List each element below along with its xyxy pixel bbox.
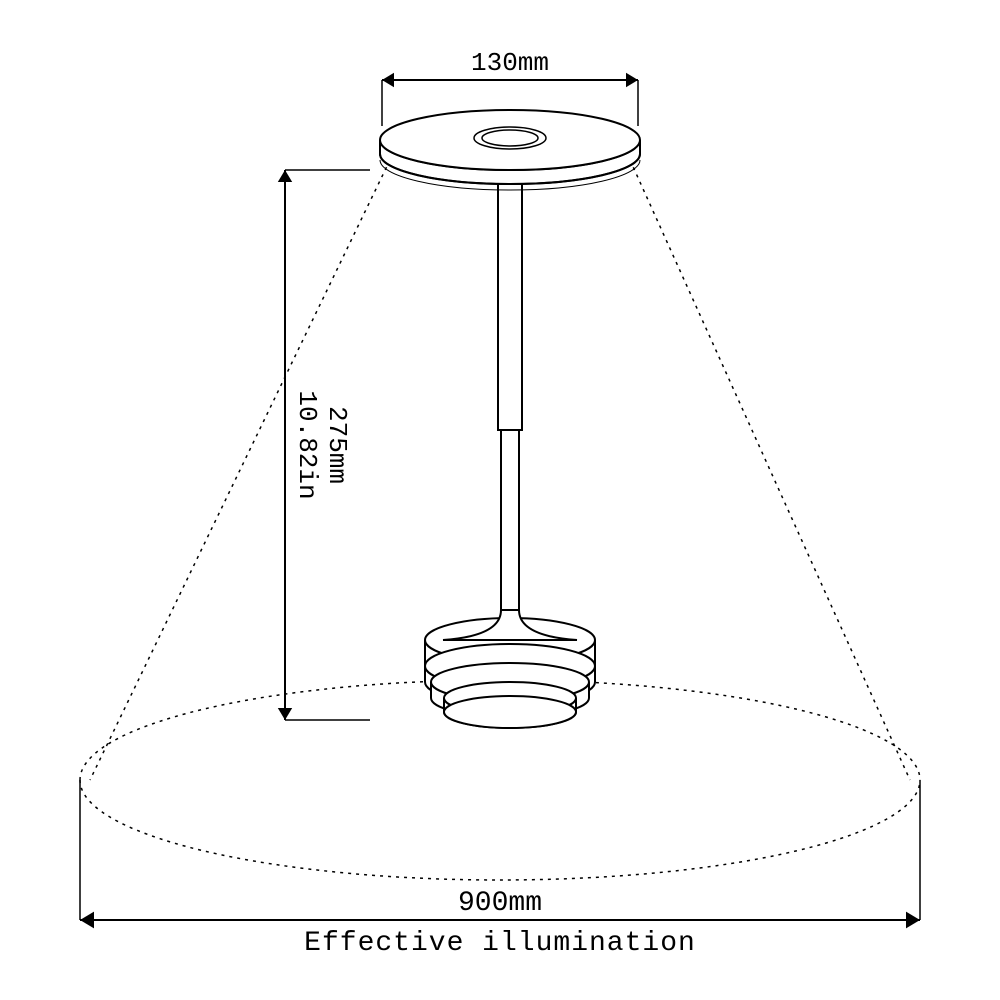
dimension-height: 275mm10.82in — [278, 170, 370, 720]
dimension-illum-sublabel: Effective illumination — [304, 928, 696, 959]
lamp-stem — [443, 172, 577, 640]
dimension-height-label-in: 10.82in — [292, 390, 322, 499]
lamp-dimension-diagram: 130mm 275mm10.82in 900mm Effective illumi… — [0, 0, 1000, 1000]
dimension-height-label-mm: 275mm — [322, 406, 352, 484]
dimension-top-width-label: 130mm — [471, 48, 549, 78]
dimension-illum-width-label: 900mm — [458, 888, 542, 919]
lamp-top-disc — [380, 110, 640, 190]
illumination-ellipse-front — [80, 780, 920, 880]
dimension-illumination-width: 900mm Effective illumination — [80, 780, 920, 959]
